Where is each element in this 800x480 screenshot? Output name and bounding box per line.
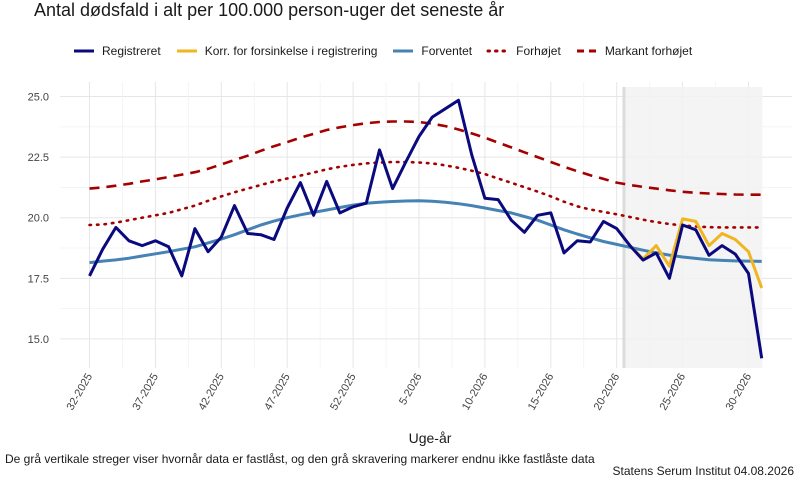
chart-caption: De grå vertikale streger viser hvornår d… <box>5 452 595 466</box>
legend-key <box>576 49 597 53</box>
x-tick-label: 25-2026 <box>658 372 689 413</box>
legend-item: Markant forhøjet <box>575 44 692 58</box>
series-line-registreret <box>88 98 764 359</box>
legend: Registreret Korr. for forsinkelse i regis… <box>72 42 706 60</box>
x-tick-label: 47-2025 <box>262 372 293 413</box>
x-axis-title: Uge-år <box>409 430 452 446</box>
x-tick-label: 32-2025 <box>65 372 96 413</box>
series-line-forhøjet <box>88 160 763 229</box>
legend-label: Korr. for forsinkelse i registrering <box>204 44 378 58</box>
x-tick-label: 20-2026 <box>592 372 623 413</box>
series-line-markant-forhøjet <box>89 120 762 196</box>
legend-label: Forhøjet <box>516 44 561 58</box>
y-tick-label: 22.5 <box>28 152 49 164</box>
legend-label: Registreret <box>102 44 161 58</box>
legend-item: Forventet <box>391 44 472 58</box>
y-tick-labels: 15.0 17.5 20.0 22.5 25.0 <box>28 92 49 346</box>
x-tick-label: 15-2026 <box>526 372 557 413</box>
series-line-korr-for-forsinkelse-i-registrering <box>628 217 764 289</box>
legend-item: Forhøjet <box>486 44 561 58</box>
y-tick-label: 25.0 <box>28 92 49 104</box>
legend-item: Registreret <box>72 44 161 58</box>
chart-title: Antal dødsfald i alt per 100.000 person-… <box>34 0 505 20</box>
y-tick-label: 20.0 <box>28 213 49 225</box>
x-tick-label: 37-2025 <box>130 372 161 413</box>
x-tick-labels: 32-2025 37-2025 42-2025 47-2025 52-2025 5-202… <box>65 372 755 413</box>
x-tick-label: 10-2026 <box>460 372 491 413</box>
legend-key <box>74 49 94 53</box>
x-tick-label: 30-2026 <box>724 372 755 413</box>
legend-label: Forventet <box>421 44 473 58</box>
legend-key <box>486 49 510 53</box>
legend-label: Markant forhøjet <box>604 44 693 58</box>
legend-key <box>393 49 414 53</box>
x-tick-label: 42-2025 <box>196 372 227 413</box>
series-lines <box>88 98 764 359</box>
legend-key <box>176 49 197 53</box>
x-tick-label: 5-2026 <box>397 372 425 408</box>
legend-item: Korr. for forsinkelse i registrering <box>175 44 378 58</box>
source-credit: Statens Serum Institut 04.08.2026 <box>612 464 794 478</box>
x-tick-label: 52-2025 <box>328 372 359 413</box>
y-tick-label: 15.0 <box>28 334 49 346</box>
y-tick-label: 17.5 <box>28 273 49 285</box>
